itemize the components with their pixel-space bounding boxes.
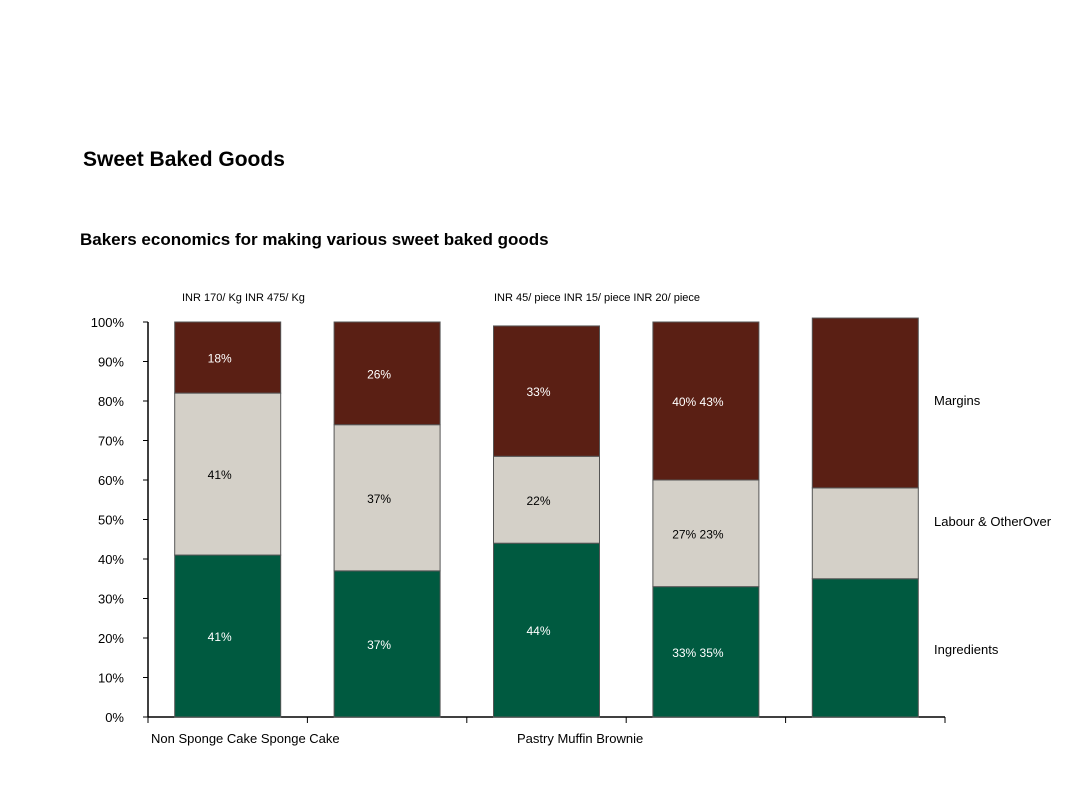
x-category-label-cakes: Non Sponge Cake Sponge Cake <box>151 731 340 746</box>
y-tick-label: 30% <box>98 592 124 607</box>
bar-segment <box>493 542 600 718</box>
data-label: 26% <box>367 367 391 381</box>
y-tick-label: 60% <box>98 473 124 488</box>
bar-segment <box>652 479 760 588</box>
y-tick-label: 50% <box>98 513 124 528</box>
data-label: 41% <box>208 468 232 482</box>
price-label-cakes: INR 170/ Kg INR 475/ Kg <box>182 292 305 304</box>
page-title: Sweet Baked Goods <box>83 148 285 171</box>
bar-segment <box>174 392 282 556</box>
y-tick-label: 90% <box>98 355 124 370</box>
y-tick-label: 20% <box>98 631 124 646</box>
chart-title: Bakers economics for making various swee… <box>80 230 549 249</box>
data-label: 37% <box>367 638 391 652</box>
bar-segment <box>333 424 441 572</box>
bar-segment <box>493 325 600 457</box>
bar-segment <box>174 321 282 394</box>
x-category-label-pieces: Pastry Muffin Brownie <box>517 731 644 746</box>
y-tick-label: 80% <box>98 394 124 409</box>
bar-segment <box>811 578 919 718</box>
bar-segment <box>652 321 760 481</box>
data-label: 27% 23% <box>672 527 724 541</box>
bar-segment <box>811 487 919 580</box>
price-label-pieces: INR 45/ piece INR 15/ piece INR 20/ piec… <box>494 292 701 304</box>
data-label: 37% <box>367 492 391 506</box>
y-tick-label: 10% <box>98 671 124 686</box>
data-label: 44% <box>526 624 550 638</box>
bar-segment <box>811 317 919 489</box>
legend-ingredients: Ingredients <box>934 642 999 657</box>
data-label: 33% <box>526 385 550 399</box>
legend-labour: Labour & OtherOver <box>934 514 1052 529</box>
bar-segment <box>333 321 441 426</box>
y-tick-label: 70% <box>98 434 124 449</box>
data-label: 40% 43% <box>672 395 724 409</box>
legend-margins: Margins <box>934 393 981 408</box>
data-label: 41% <box>208 630 232 644</box>
data-label: 18% <box>208 352 232 366</box>
y-tick-label: 40% <box>98 552 124 567</box>
y-tick-label: 100% <box>91 315 125 330</box>
bar-segment <box>333 570 441 718</box>
data-label: 33% 35% <box>672 646 724 660</box>
y-tick-label: 0% <box>105 710 124 725</box>
data-label: 22% <box>526 494 550 508</box>
